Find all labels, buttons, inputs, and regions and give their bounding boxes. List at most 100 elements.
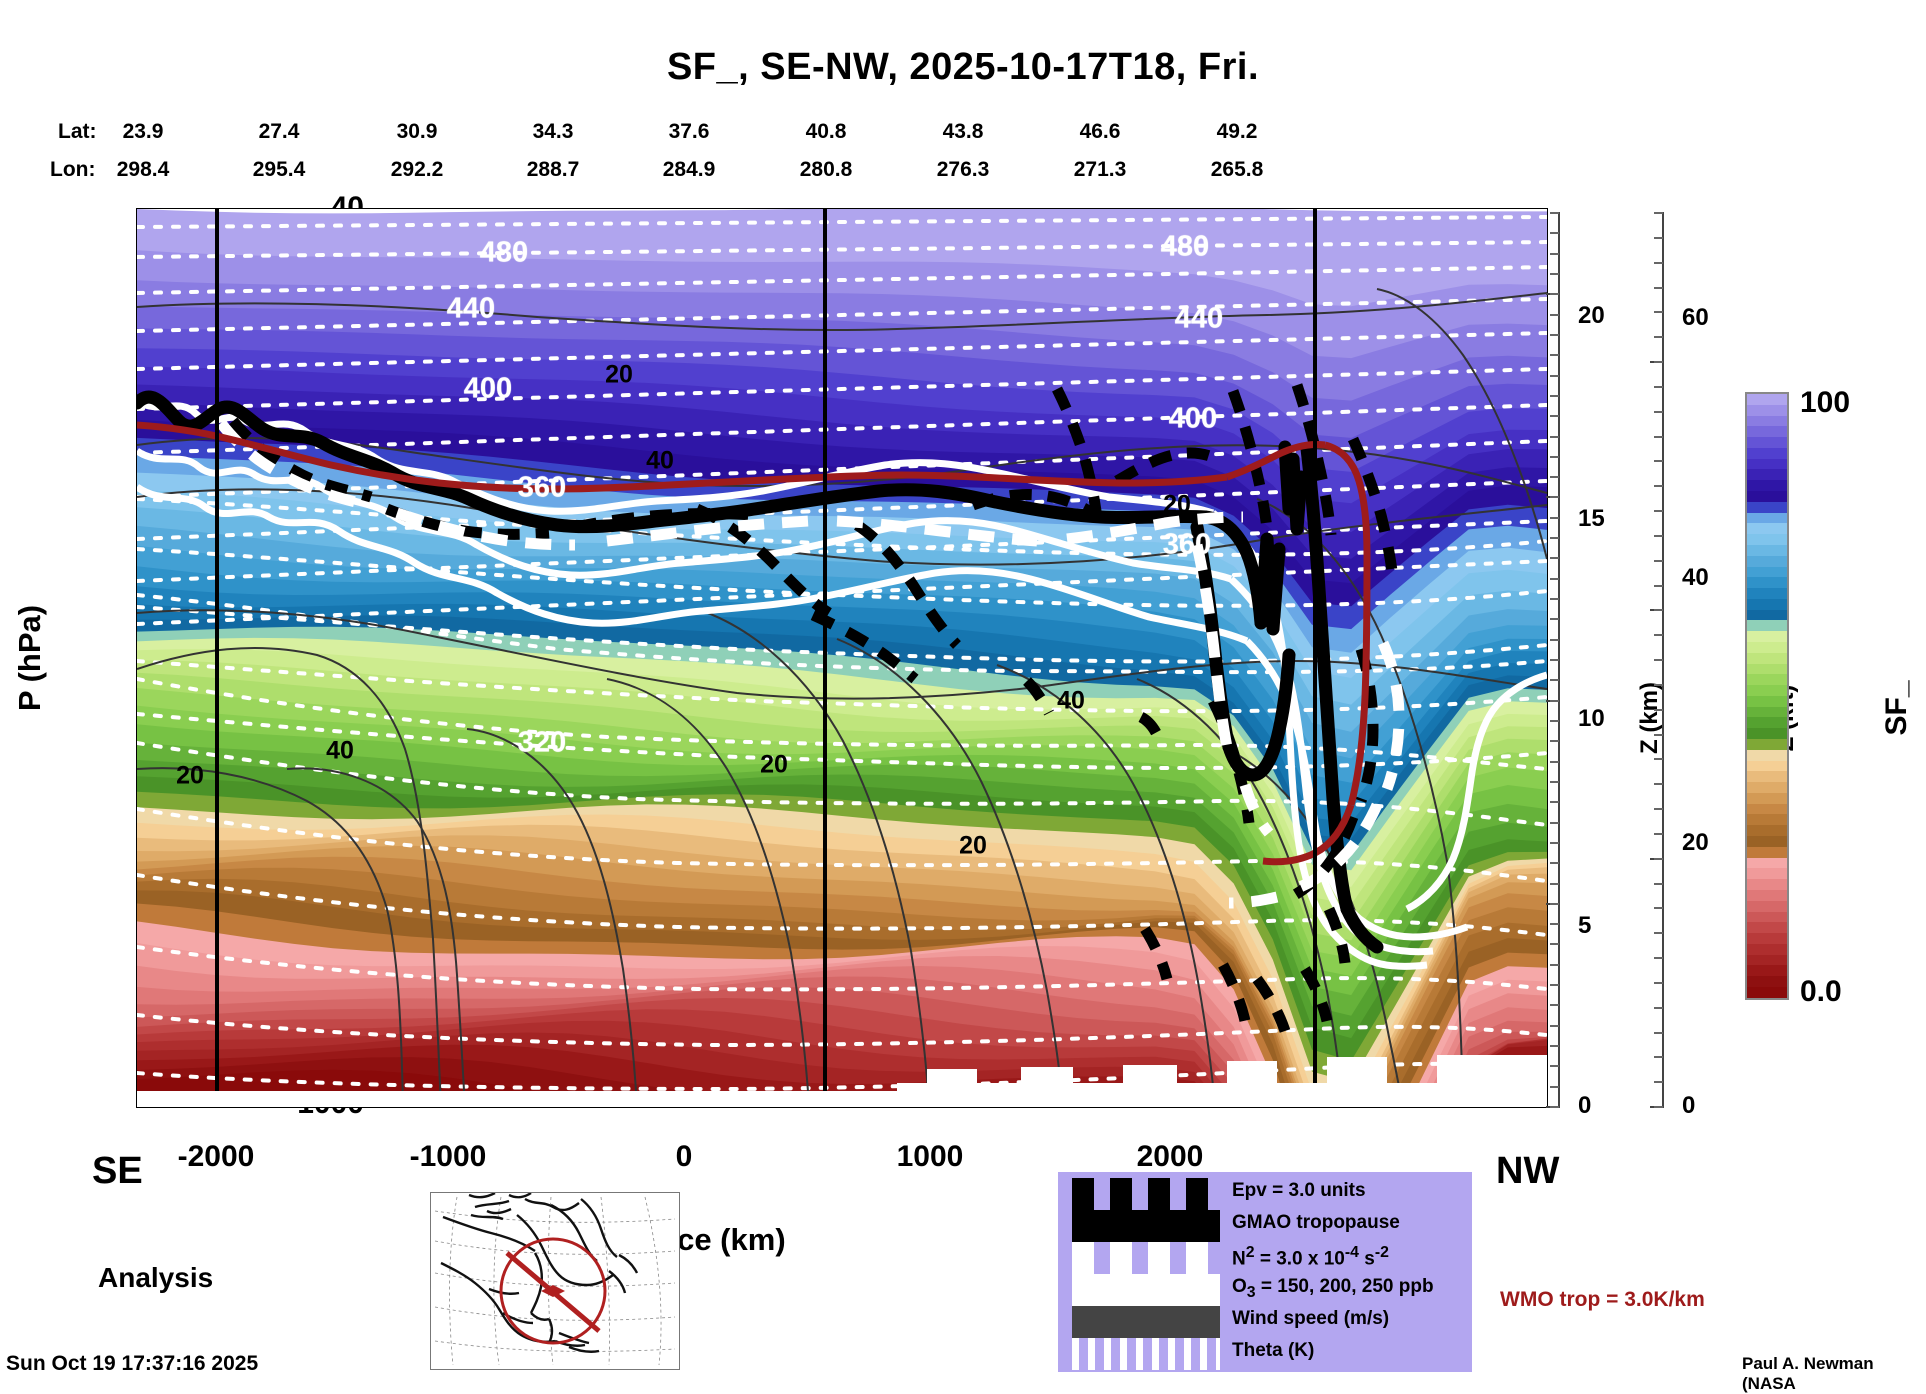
- y-minor-tick: [1547, 914, 1548, 916]
- z-km-axis-title: Z (km): [1636, 682, 1663, 754]
- z-kft-minor-tick: [1654, 783, 1663, 786]
- x-minor-tick: [1185, 1107, 1187, 1108]
- lon-label: Lon:: [50, 158, 96, 181]
- z-km-minor-tick: [1550, 476, 1559, 479]
- ozone-line-icon: [1072, 1274, 1220, 1306]
- theta-contour-label: 520: [452, 209, 500, 216]
- z-km-minor-tick: [1550, 212, 1559, 214]
- z-km-minor-tick: [1550, 598, 1559, 601]
- theta-contour-label: 360: [517, 471, 567, 504]
- z-kft-minor-tick: [1654, 1006, 1663, 1009]
- z-km-minor-tick: [1550, 496, 1559, 499]
- lat-value: 23.9: [122, 120, 164, 143]
- z-km-minor-tick: [1550, 902, 1559, 905]
- render-timestamp: Sun Oct 19 17:37:16 2025: [6, 1352, 259, 1375]
- y-minor-tick: [1547, 964, 1548, 966]
- y-minor-tick: [136, 1045, 137, 1047]
- legend-label: Theta (K): [1232, 1340, 1315, 1361]
- cross-section-plot[interactable]: 5205204804804404404004003603603202020202…: [136, 208, 1548, 1108]
- theta-contour-label: 320: [517, 726, 567, 759]
- z-kft-minor-tick: [1654, 634, 1663, 637]
- lon-row: Lon: 298.4 295.4 292.2 288.7 284.9 280.8…: [0, 158, 1926, 186]
- z-km-minor-tick: [1550, 252, 1559, 255]
- x-minor-tick: [232, 1107, 234, 1108]
- colorbar-swatch: [1747, 911, 1787, 923]
- lon-value: 295.4: [252, 158, 306, 181]
- x-tick-label: 2000: [1136, 1140, 1204, 1173]
- colorbar-swatch: [1747, 426, 1787, 438]
- colorbar-swatch: [1747, 803, 1787, 815]
- z-km-tick-label: 5: [1578, 912, 1592, 939]
- x-tick-label: -1000: [409, 1140, 487, 1173]
- x-minor-tick: [328, 1107, 330, 1108]
- y-minor-tick: [1547, 322, 1548, 324]
- n2-line-icon: [1072, 1242, 1220, 1274]
- x-minor-tick: [1407, 1107, 1409, 1108]
- colorbar-swatch: [1747, 792, 1787, 804]
- y-minor-tick: [1547, 1045, 1548, 1047]
- x-minor-tick: [709, 1107, 711, 1108]
- z-kft-minor-tick: [1654, 336, 1663, 339]
- colorbar-swatch: [1747, 836, 1787, 847]
- colorbar-swatch: [1747, 437, 1787, 448]
- z-km-spine: [1558, 212, 1560, 1106]
- colorbar-title: SF_: [1880, 680, 1913, 736]
- x-minor-tick: [1312, 1107, 1314, 1108]
- z-km-minor-tick: [1550, 557, 1559, 560]
- colorbar-swatch: [1747, 566, 1787, 578]
- z-kft-minor-tick: [1654, 733, 1663, 736]
- z-kft-minor-tick: [1654, 1081, 1663, 1084]
- z-km-minor-tick: [1550, 1024, 1559, 1027]
- x-minor-tick: [740, 1107, 742, 1108]
- colorbar-swatch: [1747, 394, 1787, 405]
- epv-line-icon: [1072, 1178, 1220, 1210]
- colorbar-swatch: [1747, 954, 1787, 966]
- lat-value: 34.3: [532, 120, 574, 143]
- z-km-minor-tick: [1550, 801, 1559, 804]
- x-tick-label: 0: [675, 1140, 693, 1173]
- analysis-label: Analysis: [98, 1262, 214, 1293]
- z-kft-minor-tick: [1654, 584, 1663, 587]
- colorbar[interactable]: [1745, 392, 1789, 1000]
- z-km-minor-tick: [1550, 333, 1559, 336]
- z-kft-minor-tick: [1654, 882, 1663, 885]
- y-minor-tick: [1547, 1007, 1548, 1009]
- x-minor-tick: [867, 1107, 869, 1108]
- z-kft-minor-tick: [1654, 212, 1663, 214]
- lon-value: 271.3: [1073, 158, 1127, 181]
- colorbar-swatch: [1747, 631, 1787, 642]
- y-minor-tick: [136, 402, 137, 404]
- y-minor-tick: [1547, 365, 1548, 367]
- colorbar-swatch: [1747, 846, 1787, 858]
- x-minor-tick: [264, 1107, 266, 1108]
- z-km-minor-tick: [1550, 923, 1559, 926]
- y-major-tick: [136, 209, 137, 211]
- colorbar-swatch: [1747, 986, 1787, 998]
- y-minor-tick: [136, 658, 137, 660]
- transect-circle: [499, 1237, 607, 1345]
- legend-item-epv: Epv = 3.0 units: [1072, 1178, 1472, 1210]
- legend-item-theta: Theta (K): [1072, 1338, 1472, 1370]
- inset-locator-map[interactable]: [430, 1192, 680, 1370]
- z-km-minor-tick: [1550, 232, 1559, 235]
- y-major-tick: [136, 1107, 137, 1108]
- z-km-minor-tick: [1550, 638, 1559, 641]
- z-km-minor-tick: [1550, 354, 1559, 357]
- theta-contour-label: 360: [1162, 528, 1212, 561]
- z-km-minor-tick: [1550, 984, 1559, 987]
- wind-contour-label: 20: [176, 761, 204, 790]
- ground-mask: [137, 1055, 1547, 1107]
- x-minor-tick: [423, 1107, 425, 1108]
- colorbar-swatch: [1747, 447, 1787, 459]
- z-km-minor-tick: [1550, 862, 1559, 865]
- graticule: [434, 1196, 676, 1366]
- wind-contour-label: 20: [605, 360, 633, 389]
- coastlines: [440, 1193, 639, 1353]
- legend-item-gmao-tropopause: GMAO tropopause: [1072, 1210, 1472, 1242]
- z-kft-minor-tick: [1654, 361, 1663, 363]
- colorbar-swatch: [1747, 469, 1787, 481]
- z-kft-minor-tick: [1654, 957, 1663, 959]
- x-minor-tick: [1503, 1107, 1505, 1108]
- inset-map-svg: [434, 1193, 676, 1366]
- colorbar-min-label: 0.0: [1800, 975, 1842, 1008]
